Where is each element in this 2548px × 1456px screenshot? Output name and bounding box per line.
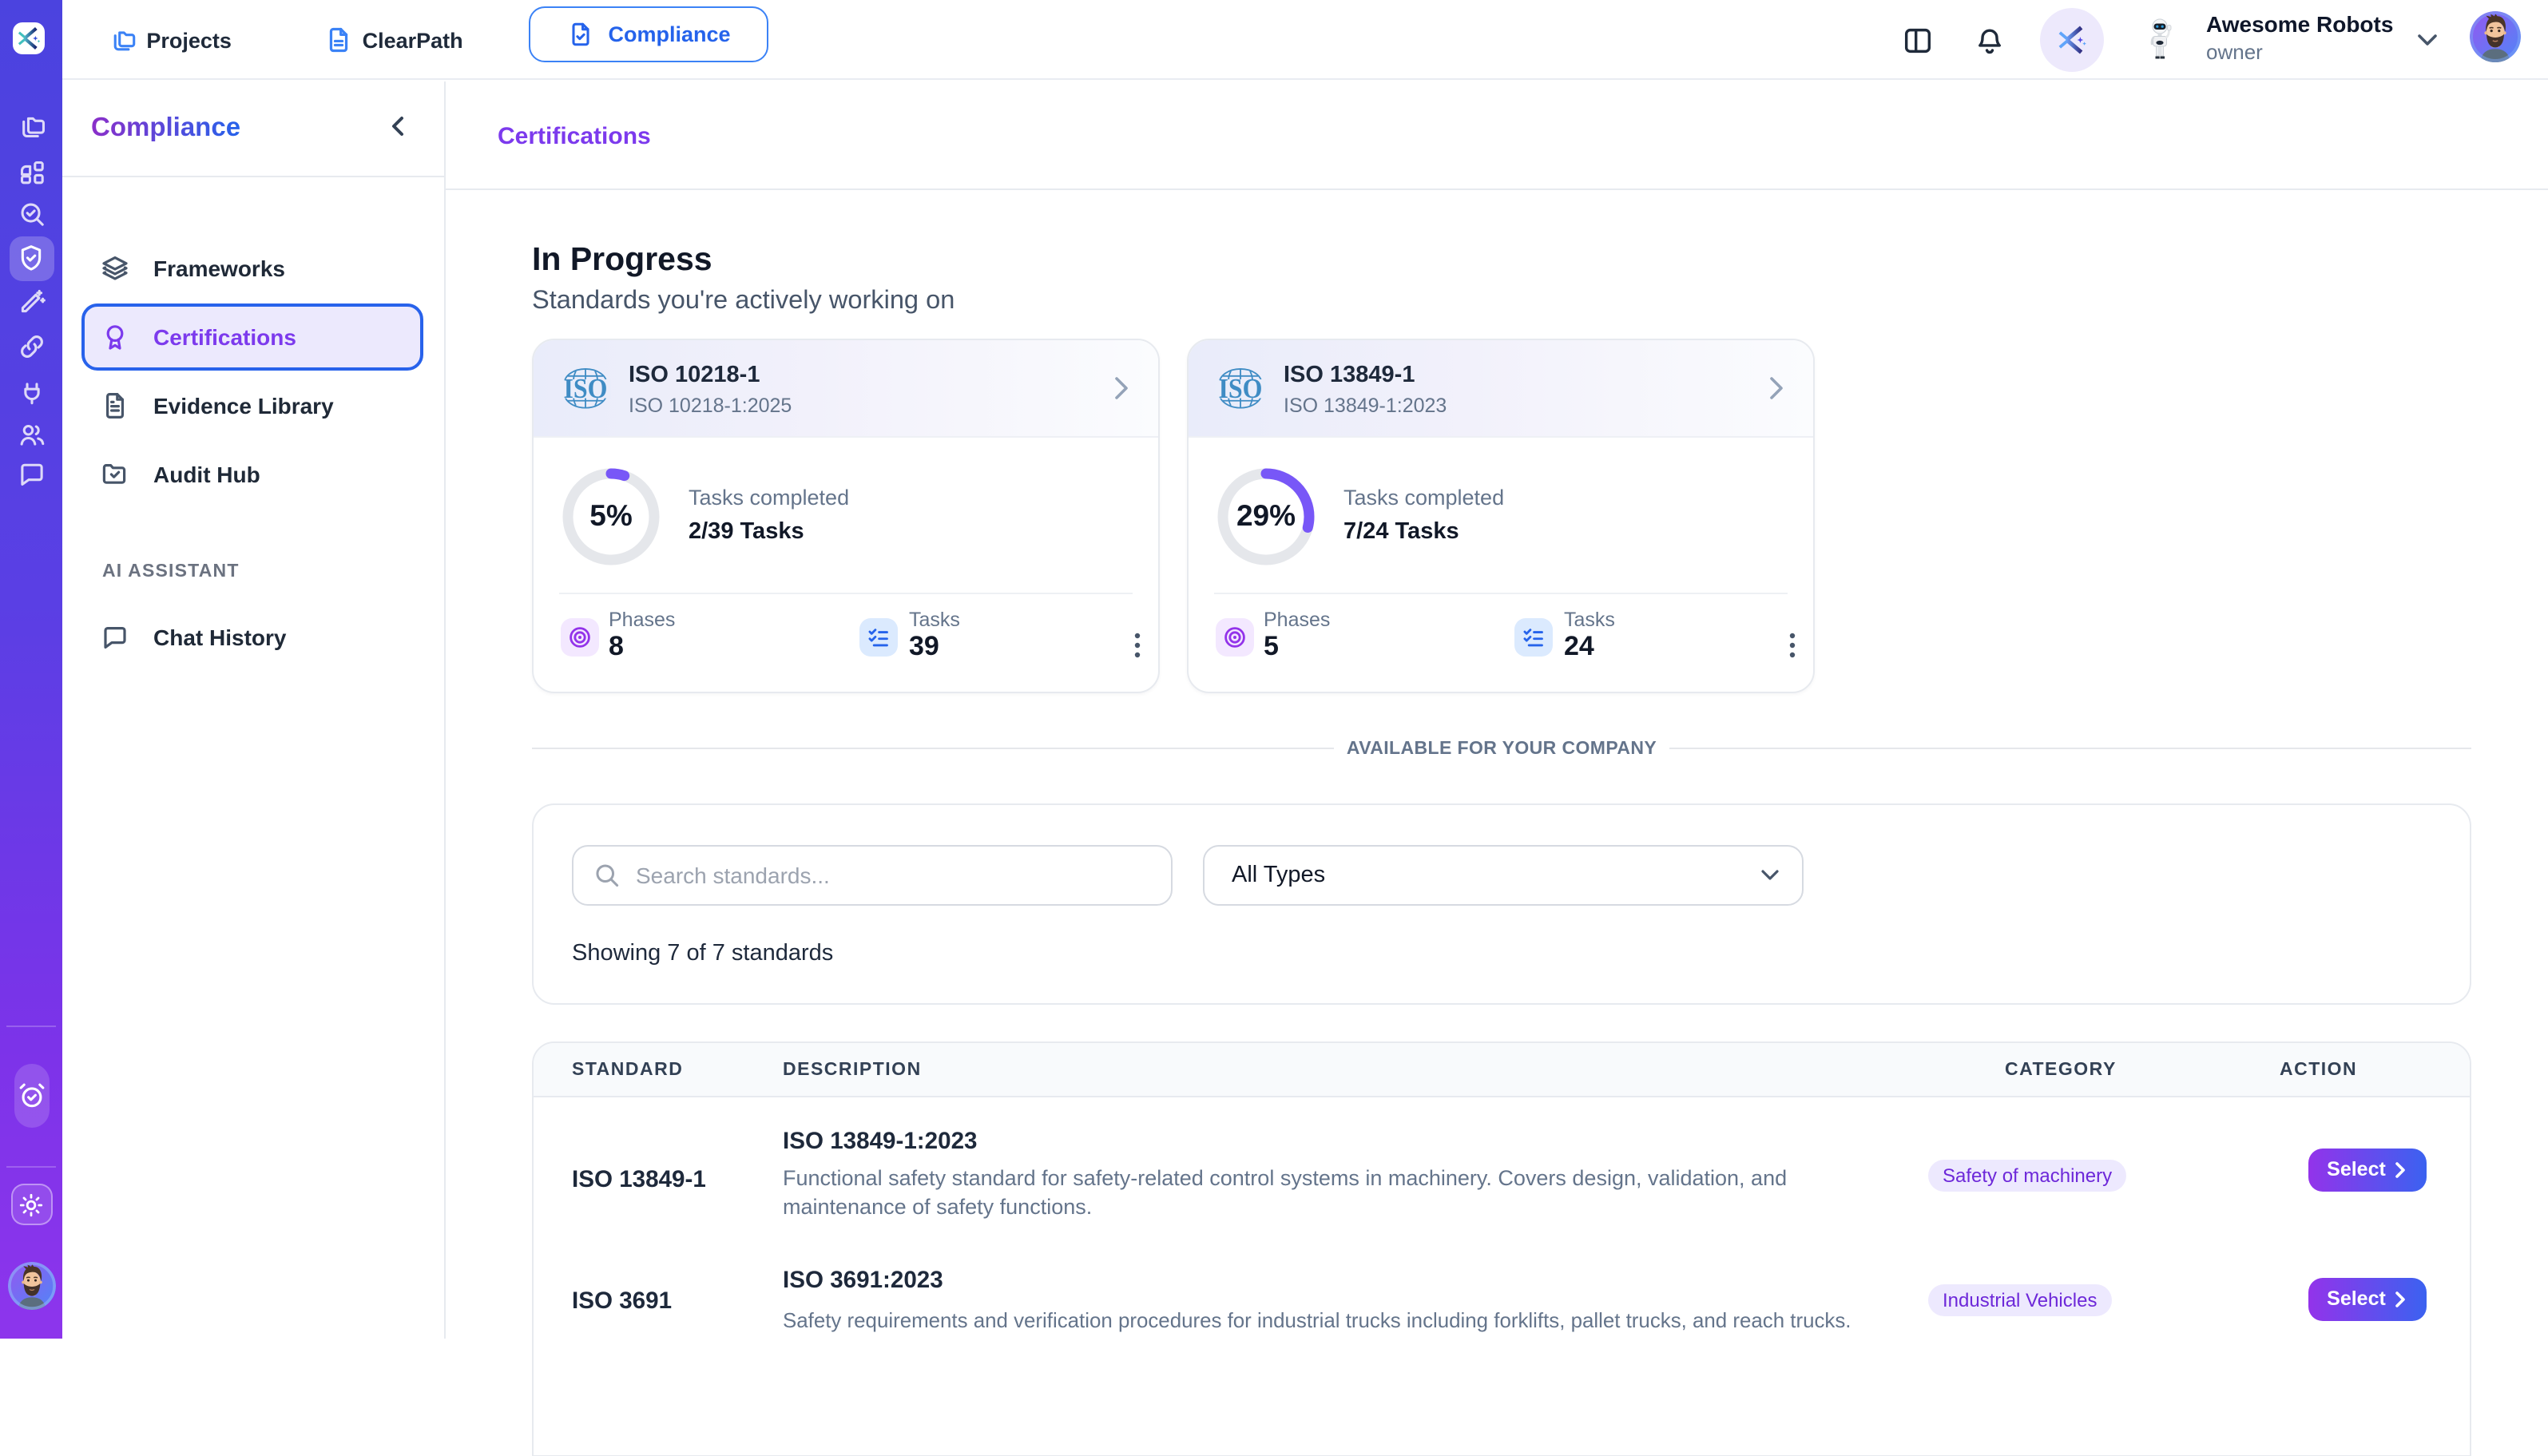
svg-text:ISO: ISO — [1219, 372, 1263, 403]
svg-text:ISO: ISO — [564, 372, 608, 403]
